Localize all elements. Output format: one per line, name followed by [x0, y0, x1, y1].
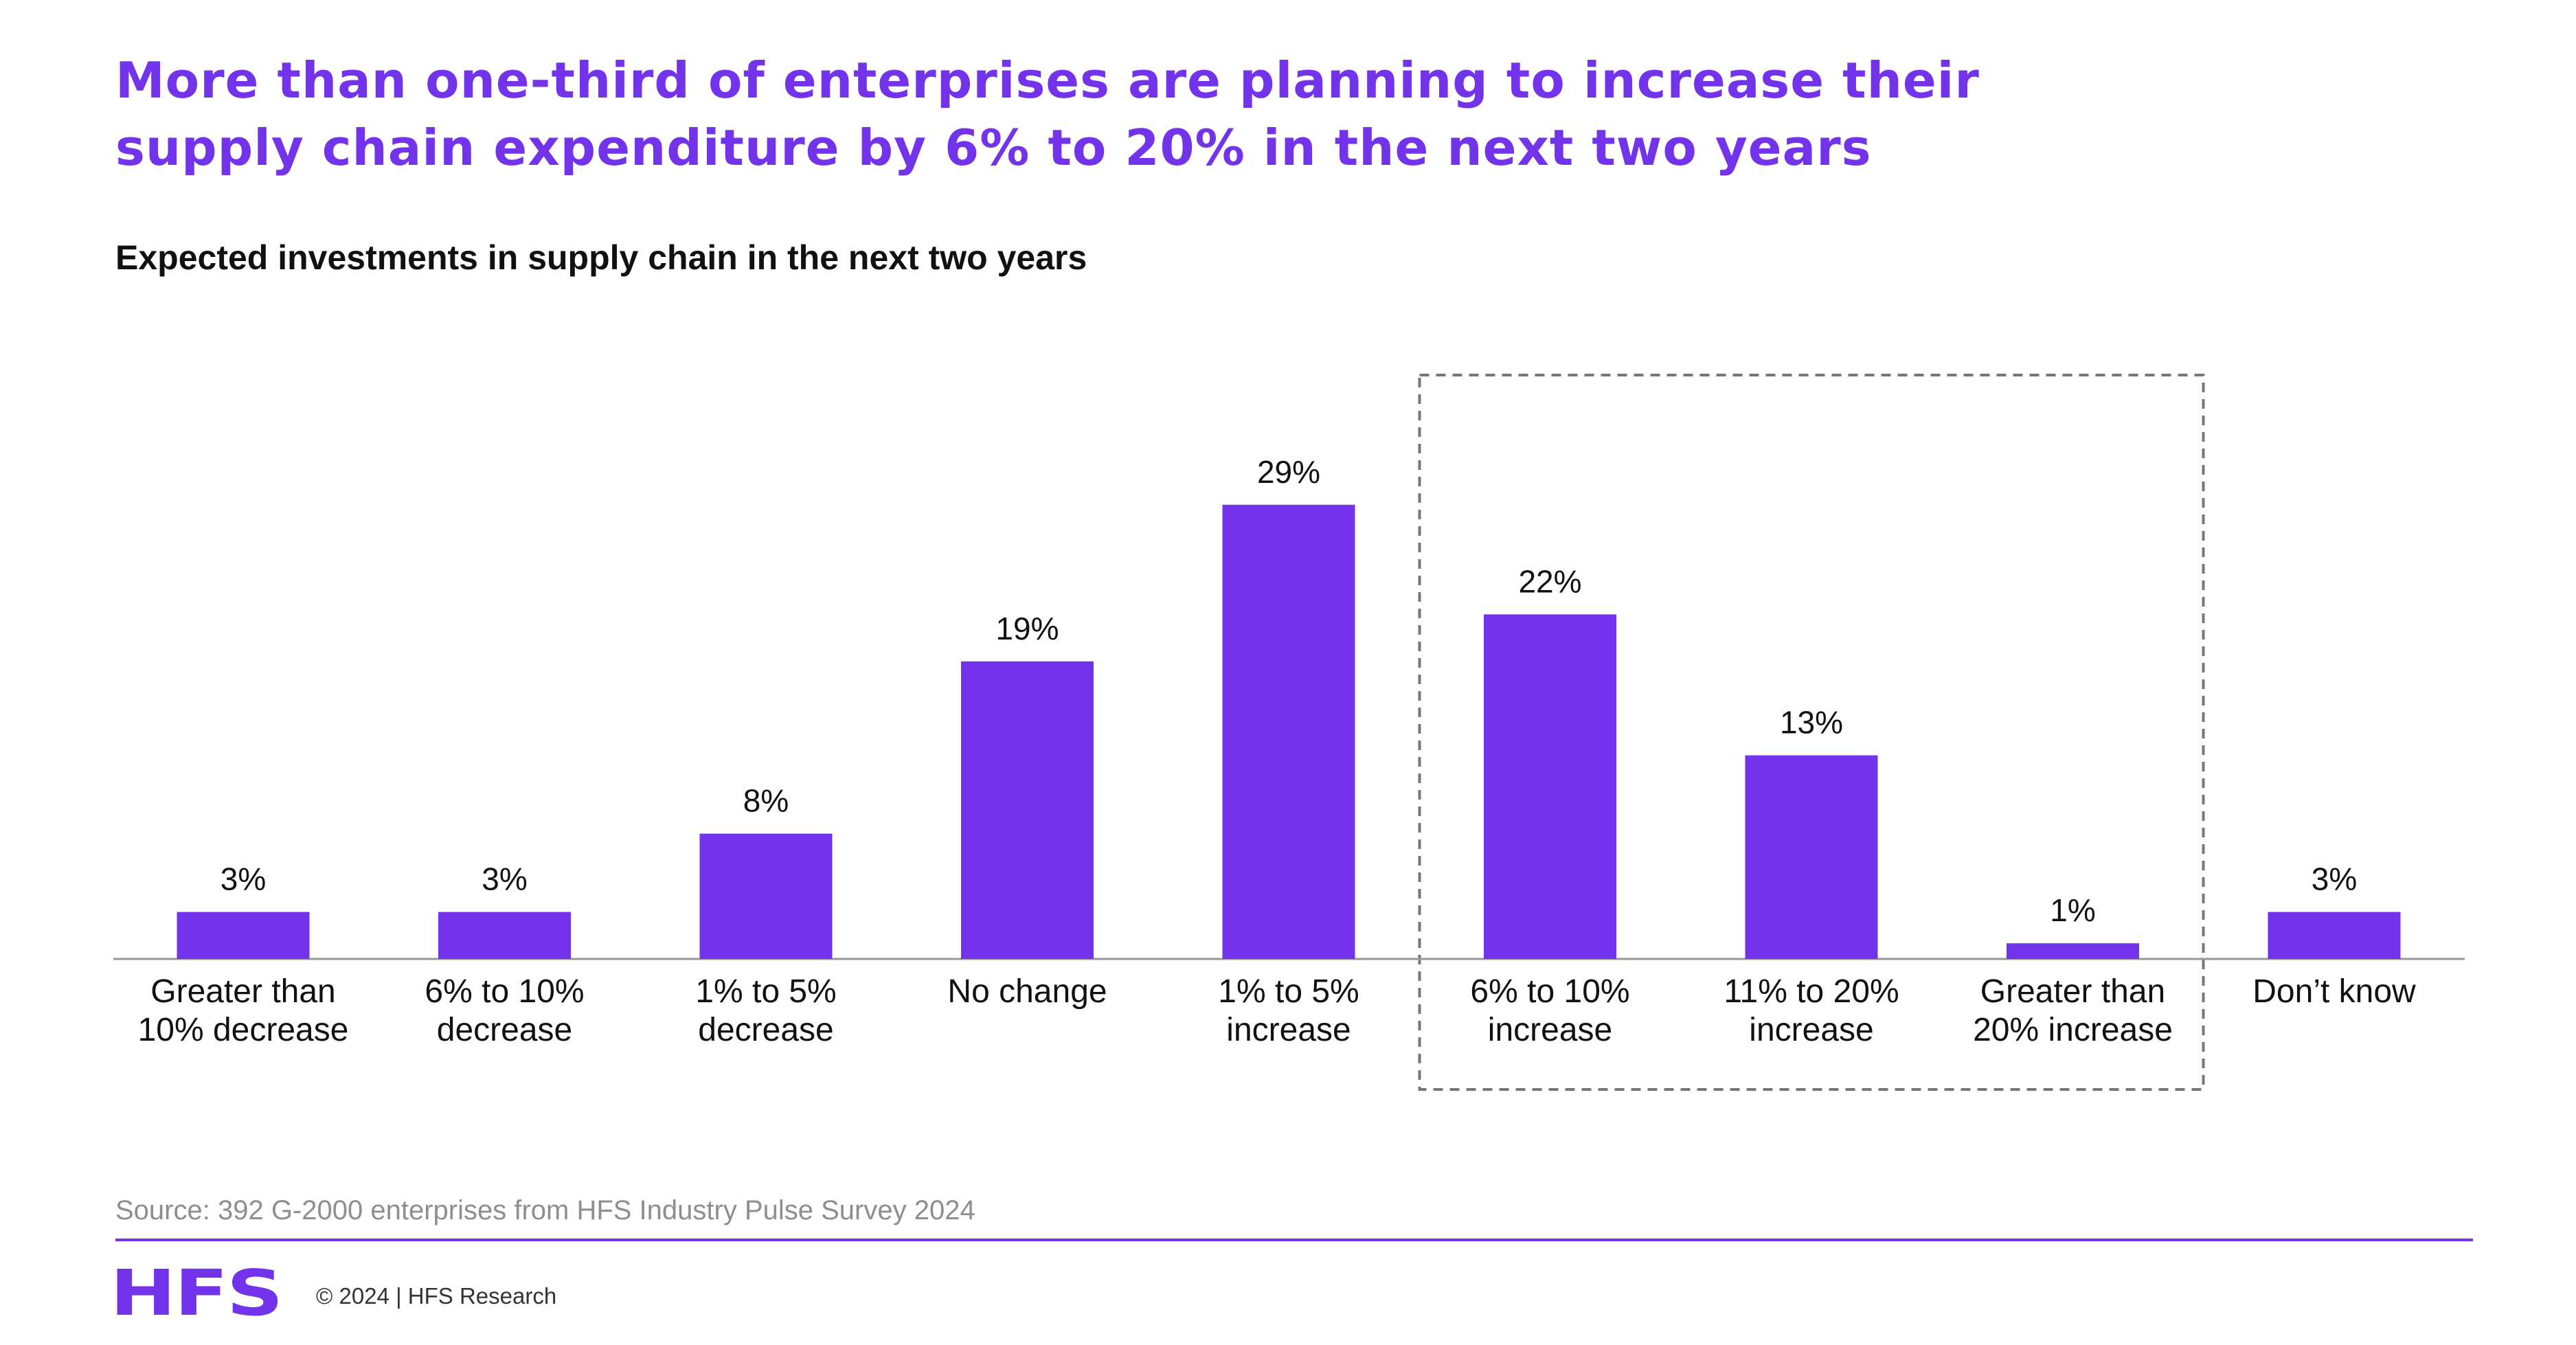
footer-divider: [115, 1239, 2473, 1241]
chart-title: Expected investments in supply chain in …: [115, 238, 1087, 277]
bar-8: [2268, 912, 2401, 959]
data-label-4: 29%: [1257, 454, 1320, 490]
category-label-2-line-0: 1% to 5%: [695, 973, 836, 1010]
data-label-1: 3%: [482, 861, 527, 897]
category-label-4-line-0: 1% to 5%: [1218, 973, 1359, 1010]
source-note: Source: 392 G-2000 enterprises from HFS …: [115, 1195, 975, 1225]
category-label-3-line-0: No change: [947, 973, 1107, 1010]
bar-5: [1484, 614, 1616, 959]
category-label-1-line-1: decrease: [437, 1012, 572, 1048]
headline: More than one-third of enterprises are p…: [115, 47, 2506, 181]
bar-0: [177, 912, 310, 959]
bar-6: [1745, 755, 1878, 959]
category-label-6: 11% to 20% increase: [1724, 973, 1899, 1048]
category-label-3: No change: [947, 973, 1107, 1010]
category-label-4-line-1: increase: [1226, 1012, 1351, 1048]
bar-4: [1222, 504, 1355, 959]
category-label-7-line-0: Greater than: [1980, 973, 2165, 1010]
category-label-6-line-1: increase: [1749, 1012, 1873, 1048]
hfs-logo: HFS: [110, 1256, 284, 1330]
category-label-7-line-1: 20% increase: [1973, 1012, 2173, 1048]
bar-1: [438, 912, 571, 959]
category-label-1-line-0: 6% to 10%: [425, 973, 584, 1010]
data-label-2: 8%: [743, 783, 789, 819]
data-label-6: 13%: [1780, 705, 1843, 741]
category-label-2: 1% to 5% decrease: [695, 973, 836, 1048]
category-label-8-line-0: Don’t know: [2252, 973, 2416, 1010]
headline-line-2: supply chain expenditure by 6% to 20% in…: [115, 119, 1872, 177]
category-label-0-line-1: 10% decrease: [138, 1012, 349, 1048]
category-label-4: 1% to 5% increase: [1218, 973, 1359, 1048]
highlight-box: [1418, 374, 2205, 1091]
category-label-5-line-0: 6% to 10%: [1470, 973, 1629, 1010]
bar-7: [2007, 943, 2139, 959]
data-label-0: 3%: [221, 861, 266, 897]
data-label-3: 19%: [995, 611, 1059, 646]
headline-line-1: More than one-third of enterprises are p…: [115, 52, 1980, 109]
category-label-8: Don’t know: [2252, 973, 2416, 1010]
category-label-0: Greater than 10% decrease: [138, 973, 349, 1048]
category-label-6-line-0: 11% to 20%: [1724, 973, 1899, 1010]
category-label-1: 6% to 10% decrease: [425, 973, 584, 1048]
bar-3: [961, 661, 1094, 959]
data-label-7: 1%: [2050, 892, 2095, 928]
copyright-note: © 2024 | HFS Research: [316, 1283, 557, 1309]
category-label-7: Greater than 20% increase: [1973, 973, 2173, 1048]
bar-2: [699, 833, 833, 959]
category-label-2-line-1: decrease: [698, 1012, 833, 1048]
category-label-5: 6% to 10% increase: [1470, 973, 1629, 1048]
data-label-8: 3%: [2312, 861, 2357, 897]
category-label-0-line-0: Greater than: [150, 973, 335, 1010]
data-label-5: 22%: [1518, 563, 1581, 599]
category-label-5-line-1: increase: [1488, 1012, 1612, 1048]
